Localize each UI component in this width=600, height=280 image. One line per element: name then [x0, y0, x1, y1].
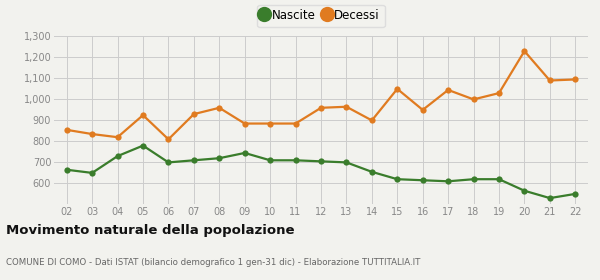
Nascite	[343, 161, 350, 164]
Nascite	[317, 160, 325, 163]
Nascite	[292, 158, 299, 162]
Nascite	[139, 144, 146, 147]
Nascite	[266, 158, 274, 162]
Decessi	[63, 128, 70, 132]
Line: Nascite: Nascite	[64, 143, 578, 201]
Line: Decessi: Decessi	[64, 48, 578, 143]
Text: COMUNE DI COMO - Dati ISTAT (bilancio demografico 1 gen-31 dic) - Elaborazione T: COMUNE DI COMO - Dati ISTAT (bilancio de…	[6, 258, 421, 267]
Decessi	[343, 105, 350, 108]
Nascite	[165, 161, 172, 164]
Decessi	[215, 106, 223, 109]
Nascite	[572, 192, 579, 195]
Nascite	[114, 155, 121, 158]
Decessi	[546, 79, 553, 82]
Decessi	[572, 78, 579, 81]
Nascite	[89, 171, 96, 175]
Nascite	[445, 180, 452, 183]
Nascite	[521, 189, 528, 192]
Legend: Nascite, Decessi: Nascite, Decessi	[257, 5, 385, 27]
Nascite	[394, 178, 401, 181]
Decessi	[445, 88, 452, 92]
Decessi	[266, 122, 274, 125]
Nascite	[215, 157, 223, 160]
Decessi	[470, 98, 477, 101]
Decessi	[496, 92, 503, 95]
Nascite	[496, 178, 503, 181]
Decessi	[190, 113, 197, 116]
Decessi	[394, 87, 401, 90]
Decessi	[292, 122, 299, 125]
Decessi	[114, 136, 121, 139]
Nascite	[241, 151, 248, 155]
Nascite	[63, 168, 70, 171]
Nascite	[546, 197, 553, 200]
Decessi	[521, 49, 528, 53]
Nascite	[470, 178, 477, 181]
Decessi	[89, 132, 96, 136]
Decessi	[241, 122, 248, 125]
Decessi	[139, 113, 146, 117]
Nascite	[419, 179, 427, 182]
Decessi	[419, 108, 427, 111]
Text: Movimento naturale della popolazione: Movimento naturale della popolazione	[6, 224, 295, 237]
Decessi	[317, 106, 325, 109]
Decessi	[368, 119, 376, 122]
Nascite	[368, 170, 376, 174]
Decessi	[165, 138, 172, 141]
Nascite	[190, 158, 197, 162]
